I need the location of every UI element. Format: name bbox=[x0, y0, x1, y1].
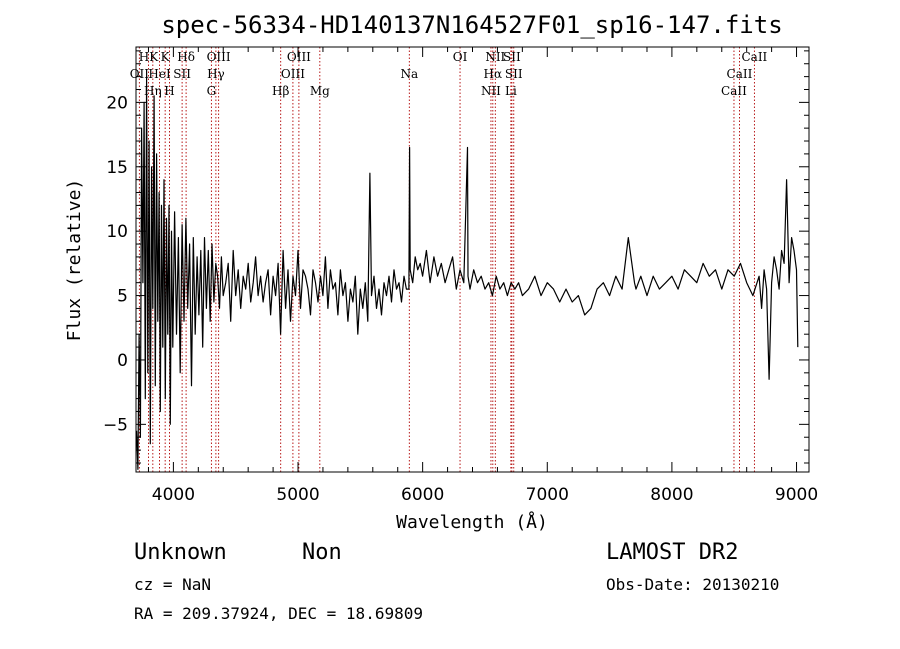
line-label-22: Li bbox=[505, 84, 517, 98]
y-tick-label-1: 0 bbox=[117, 351, 128, 371]
line-label-3: Hη bbox=[144, 84, 162, 98]
line-label-17: NII bbox=[485, 50, 505, 64]
line-label-4: K bbox=[161, 50, 171, 64]
spectral-line-markers bbox=[138, 47, 755, 472]
obs-date-label: Obs-Date: 20130210 bbox=[606, 575, 779, 594]
survey-label: LAMOST DR2 bbox=[606, 540, 738, 565]
line-label-12: OIII bbox=[281, 67, 305, 81]
y-axis-label: Flux (relative) bbox=[64, 179, 85, 342]
class-label: Unknown bbox=[134, 540, 227, 565]
spectral-line-labels: HK OII HeI Hη K H Hδ SII OIII Hγ G OIII OIII Hβ Mg Na OI… bbox=[130, 50, 768, 98]
y-axis: −5 0 5 10 15 20 bbox=[103, 50, 809, 464]
line-label-9: Hγ bbox=[207, 67, 225, 81]
coordinates-label: RA = 209.37924, DEC = 18.69809 bbox=[134, 604, 423, 623]
line-label-6: Hδ bbox=[177, 50, 195, 64]
x-axis: 4000 5000 6000 7000 8000 9000 bbox=[147, 47, 818, 505]
chart-title: spec-56334-HD140137N164527F01_sp16-147.f… bbox=[161, 11, 782, 39]
x-axis-label: Wavelength (Å) bbox=[396, 511, 548, 533]
line-label-23: CaII bbox=[741, 50, 767, 64]
line-label-2: HeI bbox=[148, 67, 171, 81]
line-label-13: Hβ bbox=[272, 84, 289, 98]
y-tick-label-5: 20 bbox=[106, 93, 128, 113]
y-tick-label-0: −5 bbox=[103, 415, 128, 435]
y-tick-label-4: 15 bbox=[106, 158, 128, 178]
line-label-15: Na bbox=[400, 67, 418, 81]
x-tick-label-4: 8000 bbox=[650, 485, 693, 505]
redshift-label: cz = NaN bbox=[134, 575, 211, 594]
x-tick-label-5: 9000 bbox=[775, 485, 818, 505]
line-label-18: Hα bbox=[484, 67, 503, 81]
line-label-16: OI bbox=[453, 50, 468, 64]
plot-frame bbox=[135, 46, 810, 473]
x-tick-label-2: 6000 bbox=[401, 485, 444, 505]
line-label-1: OII bbox=[130, 67, 150, 81]
x-tick-label-0: 4000 bbox=[152, 485, 195, 505]
line-label-25: CaII bbox=[721, 84, 747, 98]
line-label-7: SII bbox=[173, 67, 191, 81]
line-label-24: CaII bbox=[727, 67, 753, 81]
line-label-19: NII bbox=[481, 84, 501, 98]
y-tick-label-3: 10 bbox=[106, 222, 128, 242]
line-label-5: H bbox=[164, 84, 174, 98]
line-label-8: OIII bbox=[207, 50, 231, 64]
line-label-0: HK bbox=[139, 50, 159, 64]
line-label-11: OIII bbox=[287, 50, 311, 64]
x-tick-label-3: 7000 bbox=[526, 485, 569, 505]
line-label-21: SII bbox=[505, 67, 523, 81]
y-tick-label-2: 5 bbox=[117, 287, 128, 307]
spectrum-line bbox=[136, 76, 799, 470]
line-label-20: SII bbox=[503, 50, 521, 64]
subclass-label: Non bbox=[302, 540, 342, 565]
line-label-14: Mg bbox=[310, 84, 330, 98]
x-tick-label-1: 5000 bbox=[276, 485, 319, 505]
line-label-10: G bbox=[207, 84, 217, 98]
